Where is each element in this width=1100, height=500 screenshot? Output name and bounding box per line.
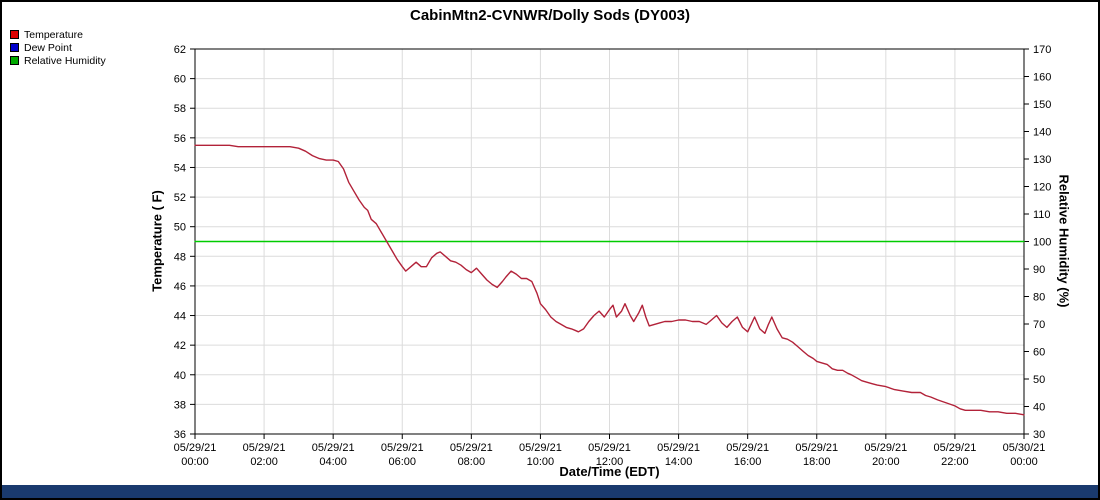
svg-text:05/29/21: 05/29/21 [864,442,907,454]
svg-text:62: 62 [174,44,186,56]
svg-text:130: 130 [1033,154,1051,166]
svg-text:48: 48 [174,251,186,263]
chart-plot-area: 36 38 40 42 44 46 48 50 52 54 56 58 60 62 30 40 50 60 70 80… [174,44,1052,468]
svg-text:120: 120 [1033,182,1051,194]
svg-text:05/29/21: 05/29/21 [588,442,631,454]
svg-text:10:00: 10:00 [527,456,555,468]
svg-text:14:00: 14:00 [665,456,693,468]
svg-text:38: 38 [174,399,186,411]
svg-text:160: 160 [1033,72,1051,84]
svg-text:36: 36 [174,429,186,441]
legend-item-relative-humidity: Relative Humidity [10,54,106,67]
svg-text:20:00: 20:00 [872,456,900,468]
svg-text:50: 50 [174,222,186,234]
svg-text:05/29/21: 05/29/21 [519,442,562,454]
svg-text:42: 42 [174,340,186,352]
legend: Temperature Dew Point Relative Humidity [10,28,106,67]
svg-text:80: 80 [1033,292,1045,304]
svg-text:140: 140 [1033,127,1051,139]
svg-text:40: 40 [174,370,186,382]
svg-text:04:00: 04:00 [319,456,347,468]
legend-item-dew-point: Dew Point [10,41,106,54]
svg-text:00:00: 00:00 [181,456,209,468]
svg-text:18:00: 18:00 [803,456,831,468]
svg-text:90: 90 [1033,264,1045,276]
svg-text:60: 60 [1033,347,1045,359]
svg-text:52: 52 [174,192,186,204]
legend-label-temperature: Temperature [24,28,83,41]
svg-text:56: 56 [174,133,186,145]
svg-text:110: 110 [1033,209,1051,221]
svg-text:16:00: 16:00 [734,456,762,468]
svg-text:02:00: 02:00 [250,456,278,468]
dew-point-swatch-icon [10,43,19,52]
svg-text:08:00: 08:00 [458,456,486,468]
svg-text:05/29/21: 05/29/21 [174,442,217,454]
svg-text:170: 170 [1033,44,1051,56]
svg-text:46: 46 [174,281,186,293]
svg-text:54: 54 [174,162,186,174]
svg-text:44: 44 [174,311,186,323]
status-bar [2,485,1098,498]
svg-text:00:00: 00:00 [1010,456,1038,468]
svg-text:60: 60 [174,74,186,86]
svg-text:05/29/21: 05/29/21 [657,442,700,454]
page-title: CabinMtn2-CVNWR/Dolly Sods (DY003) [409,7,691,24]
legend-label-relative-humidity: Relative Humidity [24,54,106,67]
svg-text:05/30/21: 05/30/21 [1003,442,1046,454]
svg-text:05/29/21: 05/29/21 [381,442,424,454]
svg-text:06:00: 06:00 [388,456,416,468]
svg-text:05/29/21: 05/29/21 [450,442,493,454]
svg-text:05/29/21: 05/29/21 [243,442,286,454]
svg-text:30: 30 [1033,429,1045,441]
svg-text:22:00: 22:00 [941,456,969,468]
svg-text:12:00: 12:00 [596,456,624,468]
svg-text:05/29/21: 05/29/21 [934,442,977,454]
svg-text:40: 40 [1033,402,1045,414]
svg-text:58: 58 [174,103,186,115]
svg-text:05/29/21: 05/29/21 [795,442,838,454]
temperature-swatch-icon [10,30,19,39]
svg-text:05/29/21: 05/29/21 [312,442,355,454]
svg-text:50: 50 [1033,374,1045,386]
svg-text:70: 70 [1033,319,1045,331]
legend-item-temperature: Temperature [10,28,106,41]
svg-text:05/29/21: 05/29/21 [726,442,769,454]
legend-label-dew-point: Dew Point [24,41,72,54]
svg-text:100: 100 [1033,237,1051,249]
svg-text:150: 150 [1033,99,1051,111]
x-axis-title: Date/Time (EDT) [559,464,660,479]
relative-humidity-swatch-icon [10,56,19,65]
